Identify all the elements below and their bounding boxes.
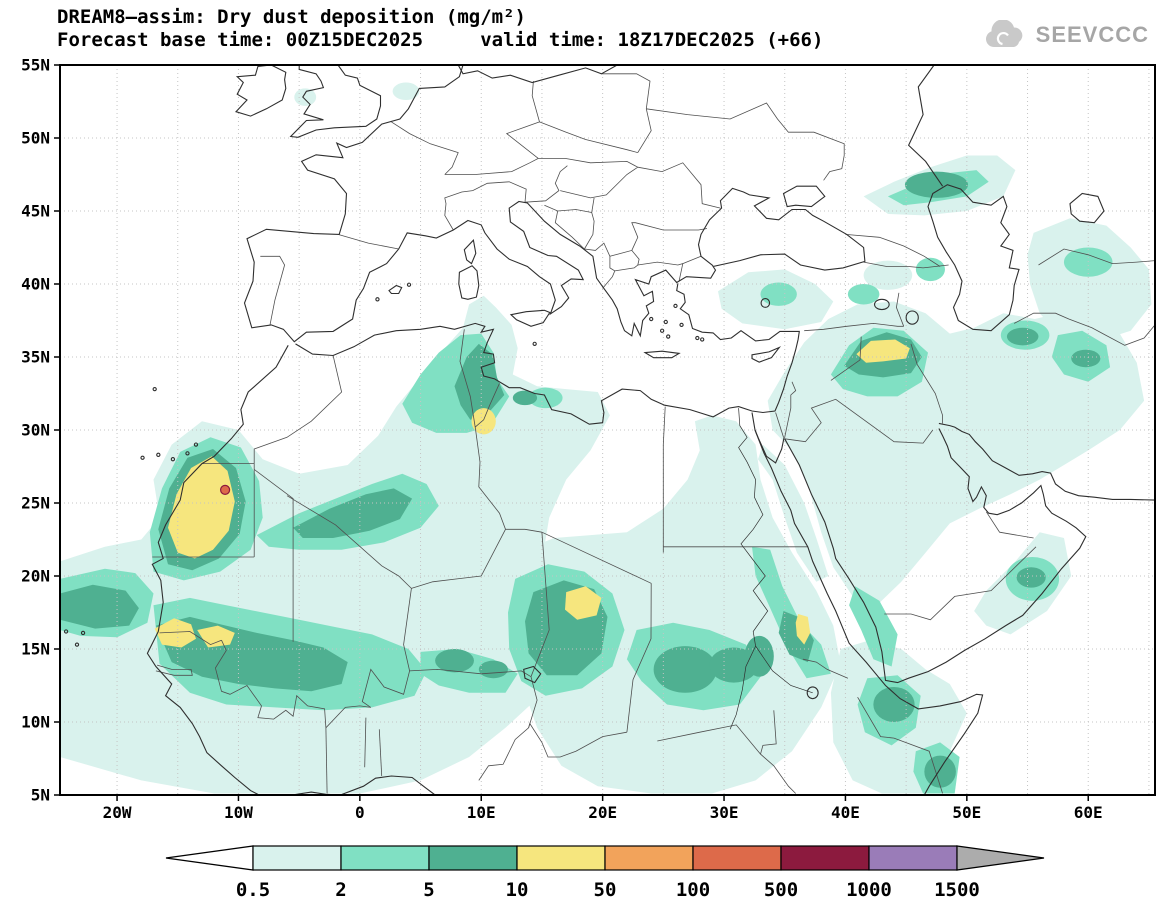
lat-axis-label: 25N [21, 494, 50, 513]
lat-axis-label: 40N [21, 275, 50, 294]
axis-labels: 55N 50N 45N 40N 35N 30N 25N 20N 15N 10N 5N 20W 10W 0 1… [21, 56, 1103, 823]
legend-scale-label: 500 [764, 879, 798, 901]
legend-scale-label: 1500 [934, 879, 980, 901]
forecast-time-subtitle: Forecast base time: 00Z15DEC2025 valid t… [57, 29, 824, 51]
legend-colorbar: 0.5 2 5 10 50 100 500 1000 1500 [165, 845, 1045, 901]
lon-axis-label: 10W [224, 803, 253, 822]
lon-axis-label: 20E [588, 803, 617, 822]
lat-axis-label: 10N [21, 713, 50, 732]
legend-left-arrow [165, 845, 254, 871]
lon-axis-label: 20W [103, 803, 132, 822]
legend-scale-label: 100 [676, 879, 710, 901]
legend-segment [692, 845, 782, 871]
legend-segment [604, 845, 694, 871]
dust-maximum-dot [219, 484, 231, 495]
lon-axis-label: 40E [831, 803, 860, 822]
country-borders [152, 73, 1155, 794]
lat-axis-label: 30N [21, 421, 50, 440]
cloud-logo-icon [985, 20, 1022, 47]
legend-right-arrow [956, 845, 1045, 871]
seevccc-logo: SEEVCCC [983, 20, 1149, 50]
legend-scale-label: 1000 [846, 879, 892, 901]
legend-scale-label: 10 [506, 879, 529, 901]
lat-axis-label: 20N [21, 567, 50, 586]
lat-axis-label: 15N [21, 640, 50, 659]
lat-axis-label: 35N [21, 348, 50, 367]
legend-scale-label: 50 [594, 879, 617, 901]
dust-shading-layers [60, 82, 1152, 794]
lat-axis-label: 50N [21, 129, 50, 148]
legend-scale-label: 0.5 [236, 879, 270, 901]
legend-segment [340, 845, 430, 871]
lon-axis-label: 50E [952, 803, 981, 822]
lon-axis-label: 60E [1074, 803, 1103, 822]
lat-axis-label: 5N [31, 786, 50, 805]
legend-segment [868, 845, 958, 871]
legend-segment [780, 845, 870, 871]
page-title: DREAM8—assim: Dry dust deposition (mg/m²… [57, 6, 526, 28]
lat-axis-label: 45N [21, 202, 50, 221]
logo-text: SEEVCCC [1035, 22, 1149, 47]
lon-axis-label: 10E [467, 803, 496, 822]
graticule-grid [60, 65, 1155, 795]
lon-axis-label: 0 [355, 803, 365, 822]
coastlines [63, 65, 1155, 795]
legend-segment [252, 845, 342, 871]
rivers [729, 408, 813, 730]
lon-axis-label: 30E [710, 803, 739, 822]
map-line-work [63, 65, 1155, 795]
legend-scale-label: 5 [423, 879, 434, 901]
legend-segment [516, 845, 606, 871]
lat-axis-label: 55N [21, 56, 50, 75]
header: DREAM8—assim: Dry dust deposition (mg/m²… [57, 6, 823, 52]
legend-segment [428, 845, 518, 871]
legend-scale-label: 2 [335, 879, 346, 901]
